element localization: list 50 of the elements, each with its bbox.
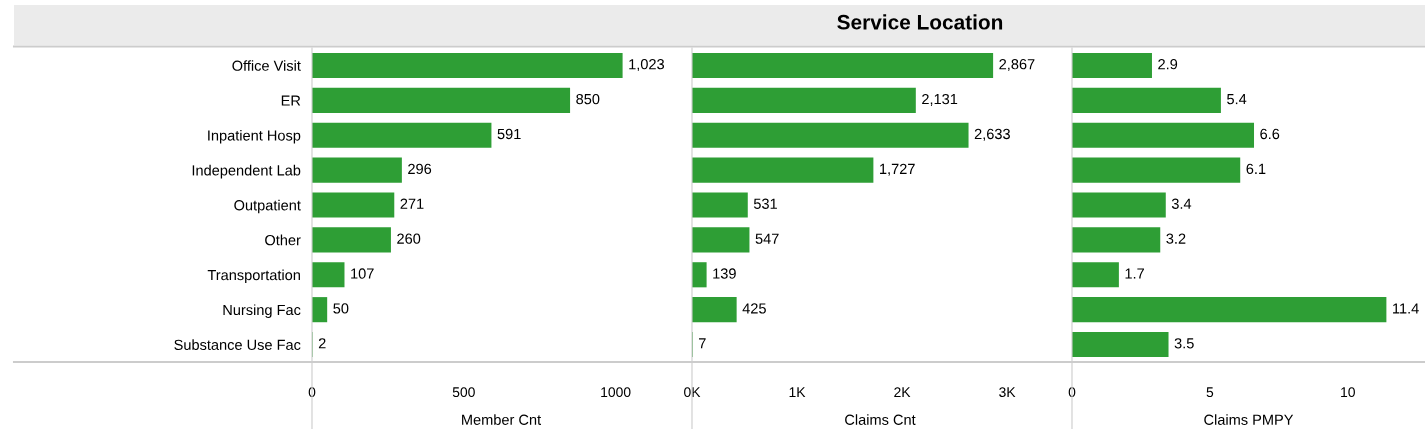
data-label: 2.9	[1158, 59, 1178, 70]
x-tick-label: 5	[1206, 387, 1214, 398]
data-label: 107	[351, 268, 374, 279]
y-tick-label: Inpatient Hosp	[208, 129, 301, 144]
data-label: 5.4	[1227, 94, 1247, 105]
y-tick-label: ER	[281, 95, 301, 106]
data-label: 6.1	[1246, 163, 1266, 175]
data-label: 11.4	[1393, 303, 1419, 314]
chart-title: Service Location	[837, 14, 1003, 30]
data-label: 547	[755, 233, 779, 244]
y-tick-label: Independent Lab	[192, 164, 301, 179]
y-tick-label: Outpatient	[234, 199, 301, 214]
data-label: 850	[576, 93, 600, 105]
data-label: 7	[699, 338, 706, 349]
x-tick-label: 0K	[684, 387, 701, 398]
x-tick-label: 0	[1068, 387, 1076, 398]
data-label: 591	[497, 128, 521, 140]
x-tick-label: 1K	[789, 387, 806, 397]
x-tick-label: 0	[308, 387, 316, 398]
x-axis-title: Member Cnt	[462, 414, 542, 425]
data-label: 3.2	[1166, 233, 1186, 244]
data-label: 3.5	[1174, 338, 1194, 349]
x-tick-label: 3K	[999, 387, 1016, 398]
y-tick-label: Office Visit	[232, 60, 301, 71]
data-label: 531	[753, 198, 777, 209]
data-label: 2,633	[974, 128, 1010, 141]
data-label: 260	[397, 233, 421, 244]
y-tick-label: Substance Use Fac	[174, 339, 301, 350]
x-tick-label: 2K	[894, 387, 911, 397]
x-tick-label: 10	[1341, 387, 1355, 398]
data-label: 2,131	[922, 93, 958, 106]
x-axis-title: Claims Cnt	[845, 414, 916, 425]
x-tick-label: 500	[452, 387, 475, 398]
x-tick-label: 1000	[601, 387, 631, 398]
x-axis-title: Claims PMPY	[1204, 414, 1294, 425]
data-label: 2	[318, 338, 326, 349]
data-label: 1.7	[1125, 268, 1144, 279]
data-label: 50	[333, 303, 349, 314]
data-label: 6.6	[1260, 128, 1280, 140]
data-label: 425	[742, 303, 766, 314]
y-tick-label: Transportation	[207, 269, 300, 284]
data-label: 296	[408, 163, 432, 175]
y-tick-label: Nursing Fac	[223, 304, 301, 318]
y-tick-label: Other	[265, 234, 301, 246]
data-label: 2,867	[999, 59, 1035, 72]
data-label: 139	[713, 268, 736, 279]
data-label: 1,727	[880, 163, 915, 176]
data-label: 3.4	[1171, 198, 1192, 209]
data-label: 271	[400, 198, 424, 209]
data-label: 1,023	[629, 59, 665, 72]
